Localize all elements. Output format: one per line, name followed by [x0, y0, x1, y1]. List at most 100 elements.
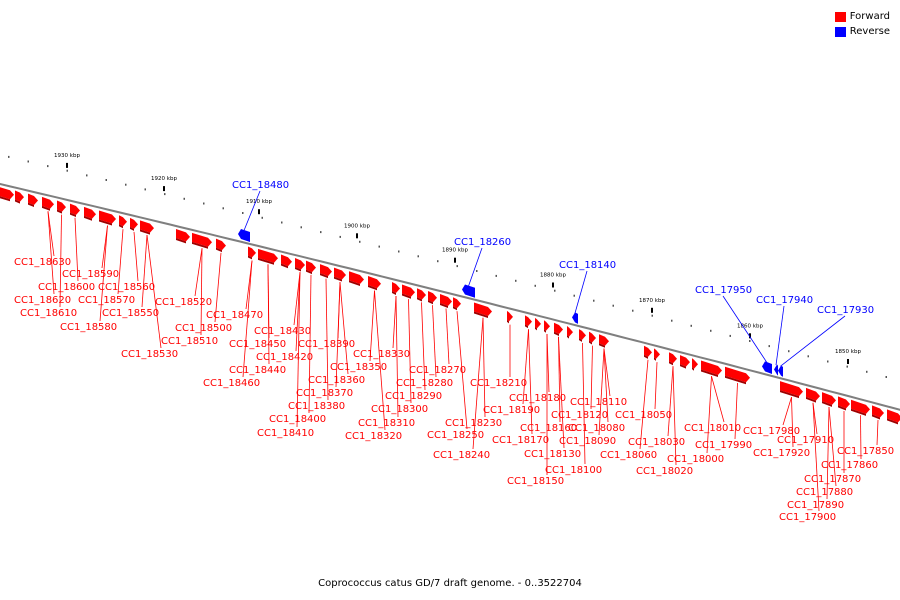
forward-gene [368, 276, 381, 289]
forward-gene-shadow [669, 361, 673, 366]
forward-gene [725, 366, 750, 383]
forward-gene-shadow [680, 364, 686, 369]
reverse-gene-label: CC1_17940 [756, 295, 813, 306]
forward-gene-shadow [392, 290, 396, 295]
forward-gene-shadow [474, 311, 488, 319]
scale-dot [651, 314, 653, 317]
scale-dot [8, 155, 10, 158]
forward-gene-shadow [872, 414, 880, 420]
forward-gene [130, 217, 138, 229]
scale-ticks [66, 162, 849, 364]
forward-gene-shadow [130, 226, 134, 231]
major-tick [454, 257, 456, 263]
legend-item-forward: Forward [834, 9, 890, 24]
scale-label: 1930 kbp [54, 153, 80, 159]
forward-gene [780, 381, 803, 397]
forward-gene [440, 293, 452, 306]
major-tick [163, 186, 165, 192]
forward-leader-line [133, 231, 139, 282]
forward-gene-label: CC1_18530 [121, 349, 178, 360]
forward-gene [554, 322, 563, 335]
scale-dot [690, 324, 692, 327]
reverse-gene-label: CC1_17950 [695, 285, 752, 296]
scale-dot [144, 188, 146, 191]
reverse-gene-label: CC1_18140 [559, 260, 616, 271]
forward-gene-shadow [57, 209, 62, 214]
forward-leader-line [432, 305, 437, 378]
forward-leader-line [293, 272, 301, 326]
forward-gene-label: CC1_18170 [492, 435, 549, 446]
forward-gene-label: CC1_18510 [161, 336, 218, 347]
forward-leader-line [791, 397, 794, 448]
forward-gene-shadow [28, 202, 34, 207]
forward-gene-shadow [822, 401, 832, 407]
reverse-swatch [834, 26, 846, 37]
forward-gene-shadow [507, 319, 509, 324]
forward-gene [669, 352, 677, 364]
forward-gene-label: CC1_18630 [14, 257, 71, 268]
forward-leader-line [392, 295, 397, 349]
forward-gene-label: CC1_17990 [695, 440, 752, 451]
forward-gene [589, 331, 596, 343]
forward-gene-shadow [70, 212, 76, 217]
scale-dot [417, 255, 419, 258]
reverse-gene [572, 312, 578, 324]
scale-dot [242, 212, 244, 214]
forward-gene-shadow [428, 299, 433, 305]
scale-dot [612, 304, 614, 307]
forward-gene-label: CC1_18440 [229, 365, 286, 376]
forward-leader-line [590, 345, 593, 410]
reverse-gene [238, 229, 250, 242]
reverse-gene [774, 364, 778, 376]
forward-genes [0, 187, 900, 425]
forward-leader-line [47, 211, 55, 295]
forward-gene-label: CC1_18330 [353, 349, 410, 360]
scale-dot [807, 355, 809, 358]
scale-dot [573, 294, 575, 297]
forward-gene-shadow [306, 269, 312, 275]
scale-dot [222, 207, 224, 210]
forward-gene-shadow [248, 255, 252, 260]
forward-gene-label: CC1_18520 [155, 297, 212, 308]
scale-dot [671, 319, 673, 322]
forward-gene [474, 302, 492, 317]
forward-gene [535, 317, 541, 329]
forward-gene-shadow [320, 273, 328, 279]
major-tick [847, 359, 849, 364]
forward-gene-shadow [725, 375, 746, 385]
forward-leader-line [194, 248, 203, 297]
forward-gene-shadow [554, 331, 559, 337]
forward-leader-line [812, 402, 820, 512]
forward-gene-shadow [851, 408, 866, 416]
scale-dot [261, 216, 263, 219]
reverse-gene-label: CC1_18260 [454, 237, 511, 248]
legend-label-forward: Forward [849, 11, 890, 22]
forward-gene-label: CC1_18470 [206, 310, 263, 321]
forward-gene-label: CC1_18030 [628, 437, 685, 448]
forward-leader-line [200, 248, 203, 336]
forward-gene-label: CC1_18160 [520, 423, 577, 434]
forward-gene-shadow [334, 276, 342, 282]
major-tick [749, 333, 751, 339]
forward-leader-line [456, 311, 468, 430]
forward-gene-shadow [535, 326, 537, 331]
forward-gene-label: CC1_18110 [570, 397, 627, 408]
forward-gene [417, 288, 426, 300]
forward-gene-label: CC1_18080 [568, 423, 625, 434]
scale-dot [710, 329, 712, 332]
scale-dot [339, 235, 341, 238]
forward-gene-label: CC1_18590 [62, 269, 119, 280]
scale-dot [632, 309, 634, 312]
forward-leader-line [711, 376, 725, 423]
forward-leader-line [582, 342, 586, 465]
scale-label: 1900 kbp [344, 223, 370, 229]
scale-dot [749, 340, 751, 342]
forward-gene [599, 334, 609, 346]
scale-dot [105, 179, 107, 181]
scale-dot [300, 226, 302, 229]
forward-gene [349, 271, 364, 285]
forward-gene [838, 396, 850, 409]
scale-dot [183, 197, 185, 200]
forward-leader-line [782, 396, 792, 426]
